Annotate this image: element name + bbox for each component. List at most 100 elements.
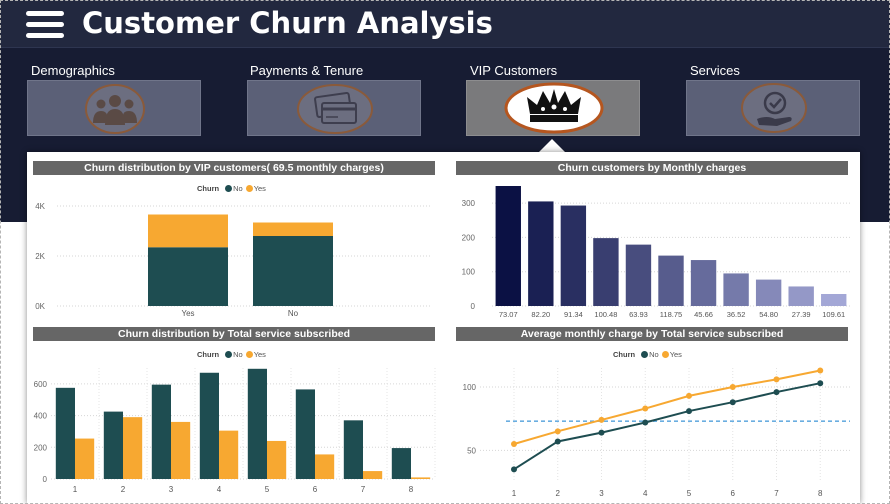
nav-label-vip: VIP Customers [470,63,558,78]
x-tick-label: 91.34 [564,310,583,319]
hamburger-menu-icon[interactable] [26,11,64,39]
bar-54.80 [755,279,782,306]
point-yes-7 [773,376,780,383]
bar-100.48 [593,238,619,306]
y-tick-label: 0 [471,302,476,311]
bar-118.75 [658,255,684,306]
y-tick-label: 50 [467,446,476,455]
active-tab-pointer [538,139,566,153]
point-no-6 [729,399,736,406]
bar-yes-2 [123,417,143,479]
bar-27.39 [788,286,814,306]
point-yes-2 [554,428,561,435]
line-no [513,382,821,471]
x-tick-label: 8 [409,485,414,494]
chart-1-plot: 0K 2K 4K Yes No [35,202,432,318]
point-no-1 [511,466,517,473]
point-no-3 [598,429,605,436]
y-tick-label: 0 [43,475,48,484]
bar-yes-8 [411,477,431,479]
header-bar: Customer Churn Analysis [0,0,890,48]
x-tick-label: 3 [169,485,174,494]
point-no-5 [686,408,692,415]
bar-73.07 [495,186,521,306]
x-tick-label: 1 [512,489,517,498]
point-yes-3 [598,416,605,423]
chart-3-plot: 0 200 400 600 1 2 3 4 5 6 7 8 [34,368,436,494]
bar-no-5 [247,368,267,479]
x-tick-label: 2 [556,489,561,498]
chart-2-title: Churn customers by Monthly charges [456,161,848,175]
x-tick-label: 118.75 [660,310,682,319]
nav-label-services: Services [690,63,740,78]
nav-tile-payments[interactable] [247,80,421,136]
x-tick-label: 4 [643,489,648,498]
chart-3-title: Churn distribution by Total service subs… [33,327,435,341]
x-tick-label: 82.20 [531,310,550,319]
chart-4-title: Average monthly charge by Total service … [456,327,848,341]
x-tick-label: 27.39 [792,310,811,319]
x-tick-label: 100.48 [594,310,617,319]
bar-yes-7 [363,471,383,479]
line-yes [513,369,821,445]
nav-tile-demographics[interactable] [27,80,201,136]
nav-tile-vip[interactable] [466,80,640,136]
bar-yes-6 [315,454,335,479]
bar-91.34 [560,205,587,306]
y-tick-label: 100 [463,383,477,392]
point-no-4 [642,419,649,426]
point-yes-1 [511,441,517,447]
point-no-7 [773,389,780,396]
x-tick-label: 5 [265,485,270,494]
bar-yes-1 [75,438,95,479]
bar-no-no [253,236,333,306]
x-tick-label: 5 [687,489,692,498]
x-tick-label: 7 [361,485,366,494]
point-yes-5 [686,392,692,399]
bar-yes-4 [219,430,239,479]
chart-3-legend: Churn No Yes [197,350,266,359]
y-tick-label: 0K [35,302,45,311]
point-no-8 [817,380,824,387]
x-tick-label: 109.61 [822,310,845,319]
y-tick-label: 2K [35,252,45,261]
bar-no-3 [151,384,171,479]
credit-cards-icon [297,84,373,134]
nav-tile-services[interactable] [686,80,860,136]
bar-no-6 [295,389,315,479]
bar-yes-5 [267,440,287,479]
chart-4-plot: 50 100 1 2 3 4 5 6 7 8 [463,367,850,498]
x-tick-label: No [288,309,299,318]
bar-yes-yes [148,214,228,248]
report-panel: Churn distribution by VIP customers( 69.… [27,152,860,504]
point-yes-8 [817,367,824,374]
bar-no-1 [55,387,75,479]
x-tick-label: 2 [121,485,126,494]
x-tick-label: 3 [599,489,604,498]
people-group-icon [85,84,145,134]
point-yes-4 [642,405,649,412]
x-tick-label: 7 [774,489,779,498]
bar-no-yes [148,247,228,306]
x-tick-label: 54.80 [759,310,778,319]
y-tick-label: 4K [35,202,45,211]
y-tick-label: 400 [34,412,48,421]
x-tick-label: Yes [181,309,194,318]
x-tick-label: 73.07 [499,310,518,319]
bar-no-2 [103,411,123,479]
bar-109.61 [821,294,847,306]
crown-icon [504,82,604,134]
bar-63.93 [625,244,652,306]
chart-1-legend: Churn No Yes [197,184,266,193]
nav-label-payments: Payments & Tenure [250,63,364,78]
x-tick-label: 6 [313,485,318,494]
hand-badge-icon [741,83,807,133]
y-tick-label: 300 [462,199,476,208]
bar-45.66 [690,260,717,306]
bar-yes-no [253,222,333,236]
y-tick-label: 600 [34,380,48,389]
page-title: Customer Churn Analysis [82,6,493,40]
bar-no-7 [343,420,363,479]
legend-no-dot [225,185,233,192]
legend-yes-dot [245,185,253,192]
